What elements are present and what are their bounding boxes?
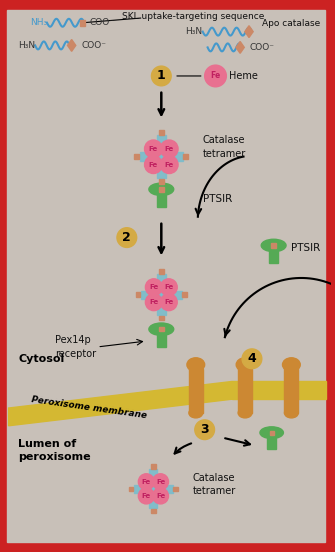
Bar — [134, 155, 139, 159]
Text: Lumen of
peroxisome: Lumen of peroxisome — [18, 439, 91, 462]
Ellipse shape — [284, 408, 298, 418]
Bar — [267, 433, 276, 449]
Bar — [157, 189, 166, 207]
Text: 4: 4 — [248, 352, 256, 365]
Text: Peroxisome membrane: Peroxisome membrane — [31, 395, 148, 421]
Bar — [270, 431, 274, 435]
Bar — [271, 243, 276, 248]
Ellipse shape — [260, 427, 283, 438]
Circle shape — [152, 488, 169, 504]
Bar — [159, 187, 163, 192]
Ellipse shape — [187, 358, 205, 371]
Text: 2: 2 — [123, 231, 131, 244]
Bar — [182, 293, 187, 297]
Bar — [184, 155, 188, 159]
Bar — [284, 369, 298, 413]
Ellipse shape — [149, 323, 174, 336]
Circle shape — [205, 65, 226, 87]
Text: Fe: Fe — [210, 71, 221, 81]
Ellipse shape — [282, 358, 300, 371]
Text: Fe: Fe — [149, 299, 158, 305]
Text: Fe: Fe — [156, 479, 165, 485]
Polygon shape — [245, 26, 253, 38]
Bar — [134, 485, 173, 493]
Circle shape — [160, 156, 178, 173]
Circle shape — [160, 140, 178, 158]
Text: 3: 3 — [200, 423, 209, 436]
Polygon shape — [9, 381, 232, 426]
Text: COO⁻: COO⁻ — [89, 18, 114, 27]
Circle shape — [160, 294, 177, 311]
Text: 1: 1 — [157, 70, 166, 82]
Circle shape — [145, 294, 162, 311]
Text: H₃N: H₃N — [186, 27, 203, 36]
Bar — [141, 290, 182, 299]
Bar — [149, 469, 157, 508]
Text: NH₃: NH₃ — [30, 18, 47, 27]
Text: H₃N: H₃N — [18, 41, 35, 50]
Bar — [129, 487, 133, 491]
Text: Catalase
tetramer: Catalase tetramer — [203, 135, 246, 158]
Bar — [174, 487, 178, 491]
Text: COO⁻: COO⁻ — [81, 41, 107, 50]
Circle shape — [145, 140, 162, 158]
Bar — [232, 381, 326, 399]
Circle shape — [145, 156, 162, 173]
Text: Fe: Fe — [164, 162, 174, 168]
Bar — [269, 246, 278, 263]
Text: Apo catalase: Apo catalase — [262, 19, 320, 28]
Ellipse shape — [236, 358, 254, 371]
Text: Pex14p
receptor: Pex14p receptor — [55, 336, 96, 359]
Bar — [189, 369, 203, 413]
Bar — [159, 130, 164, 135]
Circle shape — [151, 66, 171, 86]
Bar — [159, 327, 163, 331]
Circle shape — [145, 279, 162, 296]
Bar — [136, 293, 140, 297]
Text: Heme: Heme — [229, 71, 258, 81]
Ellipse shape — [189, 408, 203, 418]
Bar — [157, 329, 166, 347]
Circle shape — [117, 228, 137, 247]
Bar — [140, 152, 183, 161]
Bar — [151, 464, 156, 469]
Text: Cytosol: Cytosol — [18, 354, 65, 364]
Text: Fe: Fe — [164, 299, 174, 305]
Bar — [157, 135, 166, 178]
Text: Fe: Fe — [142, 493, 151, 499]
Text: PTSIR: PTSIR — [203, 194, 232, 204]
Text: Fe: Fe — [142, 479, 151, 485]
Text: Fe: Fe — [149, 162, 158, 168]
Ellipse shape — [149, 183, 174, 195]
Bar — [238, 369, 252, 413]
Text: Fe: Fe — [164, 146, 174, 152]
Text: Fe: Fe — [164, 284, 174, 290]
Text: Fe: Fe — [149, 146, 158, 152]
Bar — [159, 316, 164, 321]
Circle shape — [160, 279, 177, 296]
Bar — [159, 179, 164, 184]
Ellipse shape — [261, 239, 286, 252]
Text: Fe: Fe — [156, 493, 165, 499]
Bar — [159, 269, 164, 274]
Text: SKL uptake-targeting sequence: SKL uptake-targeting sequence — [122, 12, 264, 22]
Text: COO⁻: COO⁻ — [249, 43, 274, 52]
Polygon shape — [67, 40, 76, 51]
Bar — [151, 509, 156, 513]
Circle shape — [138, 488, 154, 504]
Bar — [157, 274, 165, 315]
Circle shape — [195, 420, 214, 439]
Circle shape — [242, 349, 262, 369]
Text: Fe: Fe — [149, 284, 158, 290]
Polygon shape — [236, 41, 244, 54]
Text: Catalase
tetramer: Catalase tetramer — [193, 473, 236, 496]
Circle shape — [138, 474, 154, 490]
Text: PTSIR: PTSIR — [291, 243, 321, 253]
Ellipse shape — [238, 408, 252, 418]
Bar — [79, 20, 85, 26]
Circle shape — [152, 474, 169, 490]
